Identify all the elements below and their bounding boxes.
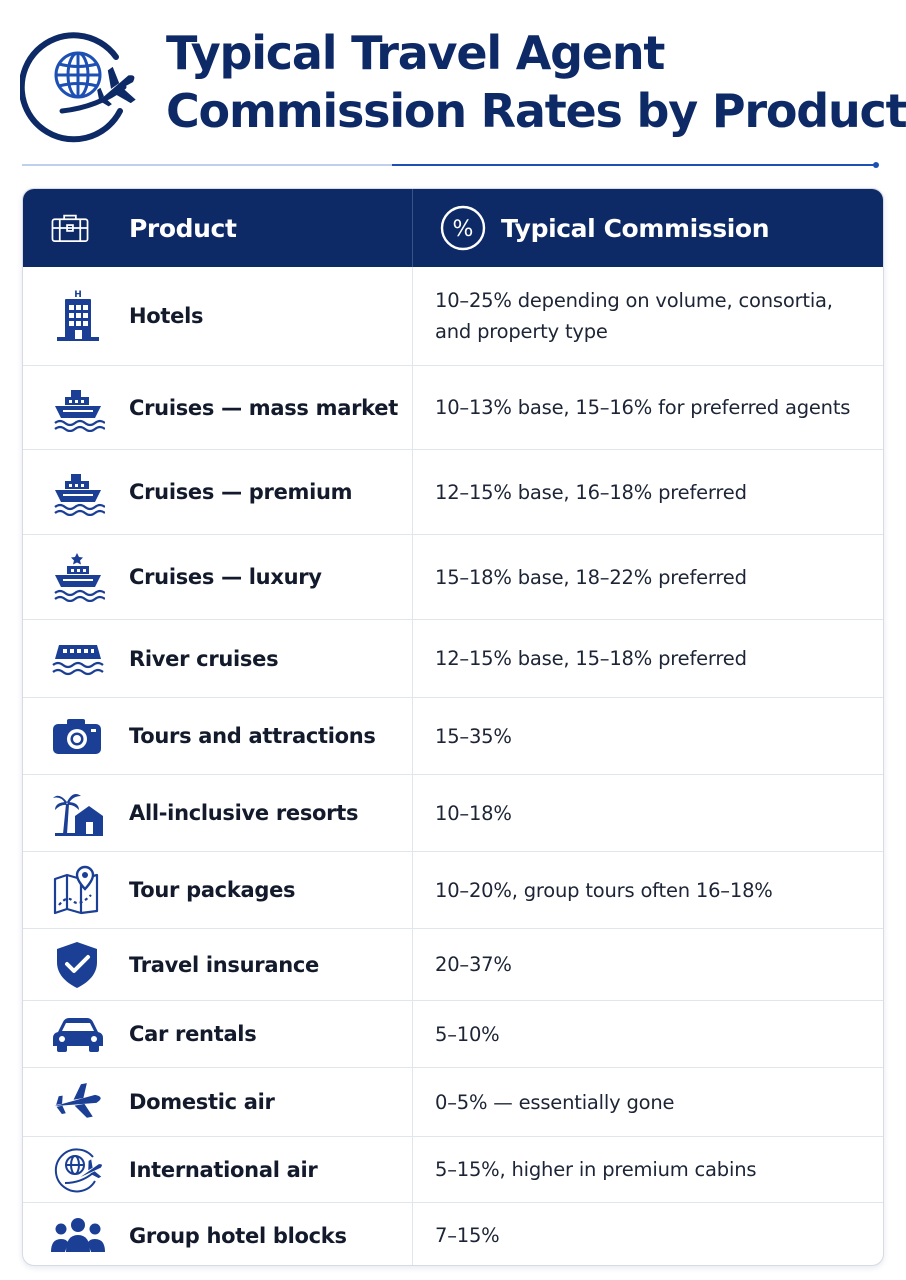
commission-cell: 10–13% base, 15–16% for preferred agents: [435, 396, 851, 419]
commission-cell: 10–18%: [435, 801, 512, 825]
commission-cell: 10–20%, group tours often 16–18%: [435, 878, 773, 902]
product-cell: Travel insurance: [23, 929, 413, 1000]
column-header-commission: % Typical Commission: [413, 189, 883, 267]
product-cell: Domestic air: [23, 1068, 413, 1136]
car-icon: [23, 1014, 129, 1054]
table-row: River cruises 12–15% base, 15–18% preferr…: [23, 619, 883, 697]
commission-cell: 20–37%: [435, 953, 512, 976]
product-cell: Cruises — luxury: [23, 535, 413, 619]
column-header-commission-label: Typical Commission: [501, 213, 770, 243]
product-name: Travel insurance: [129, 952, 319, 977]
column-header-product-label: Product: [129, 213, 237, 243]
product-cell: River cruises: [23, 620, 413, 697]
title-line-2: Commission Rates by Product: [166, 84, 906, 138]
table-row: Travel insurance 20–37%: [23, 928, 883, 1000]
product-name: Cruises — premium: [129, 480, 353, 504]
palm-house-icon: [23, 788, 129, 838]
table-row: Cruises — luxury 15–18% base, 18–22% pref…: [23, 534, 883, 619]
globe-plane-icon: [23, 1145, 129, 1195]
commission-cell: 0–5% — essentially gone: [435, 1090, 675, 1114]
globe-airplane-logo-icon: [20, 27, 142, 143]
shield-check-icon: [23, 940, 129, 990]
product-cell: Tours and attractions: [23, 698, 413, 774]
product-name: International air: [129, 1157, 318, 1182]
commission-cell: 12–15% base, 15–18% preferred: [435, 647, 747, 670]
product-cell: H Hotels: [23, 267, 413, 365]
table-row: Car rentals 5–10%: [23, 1000, 883, 1067]
product-name: Group hotel blocks: [129, 1223, 347, 1248]
table-row: Group hotel blocks 7–15%: [23, 1202, 883, 1265]
table-row: Tour packages 10–20%, group tours often 1…: [23, 851, 883, 928]
briefcase-icon: [23, 208, 89, 248]
commission-cell: 15–35%: [435, 724, 512, 748]
commission-cell: 12–15% base, 16–18% preferred: [435, 480, 747, 504]
product-cell: Car rentals: [23, 1001, 413, 1067]
percent-icon: %: [413, 204, 501, 252]
product-name: Tours and attractions: [129, 724, 376, 748]
table-header: Product % Typical Commission: [23, 189, 883, 267]
table-row: International air 5–15%, higher in premiu…: [23, 1136, 883, 1202]
river-boat-icon: [23, 639, 129, 679]
product-cell: All-inclusive resorts: [23, 775, 413, 851]
product-cell: Tour packages: [23, 852, 413, 928]
cruise-ship-icon: [23, 384, 129, 432]
table-row: Cruises — mass market 10–13% base, 15–16%…: [23, 365, 883, 449]
title-line-1: Typical Travel Agent: [166, 26, 665, 80]
product-name: Tour packages: [129, 878, 296, 902]
map-pin-icon: [23, 865, 129, 915]
product-cell: Cruises — mass market: [23, 366, 413, 449]
hotel-icon: H: [23, 289, 129, 343]
product-cell: Group hotel blocks: [23, 1203, 413, 1265]
page-header: Typical Travel Agent Commission Rates by…: [0, 0, 906, 180]
product-cell: International air: [23, 1137, 413, 1202]
product-name: All-inclusive resorts: [129, 801, 359, 825]
product-name: Hotels: [129, 304, 204, 328]
commission-table: Product % Typical Commission H Hotels 10–2…: [22, 188, 884, 1266]
product-name: Cruises — luxury: [129, 565, 322, 589]
table-row: Tours and attractions 15–35%: [23, 697, 883, 774]
luxury-cruise-icon: [23, 552, 129, 602]
product-name: River cruises: [129, 646, 279, 671]
group-icon: [23, 1216, 129, 1256]
table-row: All-inclusive resorts 10–18%: [23, 774, 883, 851]
commission-cell: 15–18% base, 18–22% preferred: [435, 565, 747, 589]
table-row: H Hotels 10–25% depending on volume, conso…: [23, 267, 883, 365]
airplane-icon: [23, 1082, 129, 1122]
commission-cell: 5–10%: [435, 1022, 500, 1046]
svg-text:H: H: [74, 290, 82, 300]
commission-cell: 7–15%: [435, 1224, 500, 1247]
page-title: Typical Travel Agent Commission Rates by…: [166, 24, 906, 140]
product-name: Domestic air: [129, 1090, 275, 1114]
product-name: Cruises — mass market: [129, 395, 398, 420]
table-row: Cruises — premium 12–15% base, 16–18% pre…: [23, 449, 883, 534]
table-row: Domestic air 0–5% — essentially gone: [23, 1067, 883, 1136]
column-header-product: Product: [23, 189, 413, 267]
cruise-ship-icon: [23, 468, 129, 516]
title-divider: [22, 162, 880, 168]
commission-cell: 5–15%, higher in premium cabins: [435, 1158, 757, 1181]
camera-icon: [23, 716, 129, 756]
product-cell: Cruises — premium: [23, 450, 413, 534]
table-body: H Hotels 10–25% depending on volume, conso…: [23, 267, 883, 1265]
svg-text:%: %: [453, 217, 474, 242]
product-name: Car rentals: [129, 1022, 257, 1046]
commission-cell: 10–25% depending on volume, consortia, a…: [435, 289, 833, 343]
